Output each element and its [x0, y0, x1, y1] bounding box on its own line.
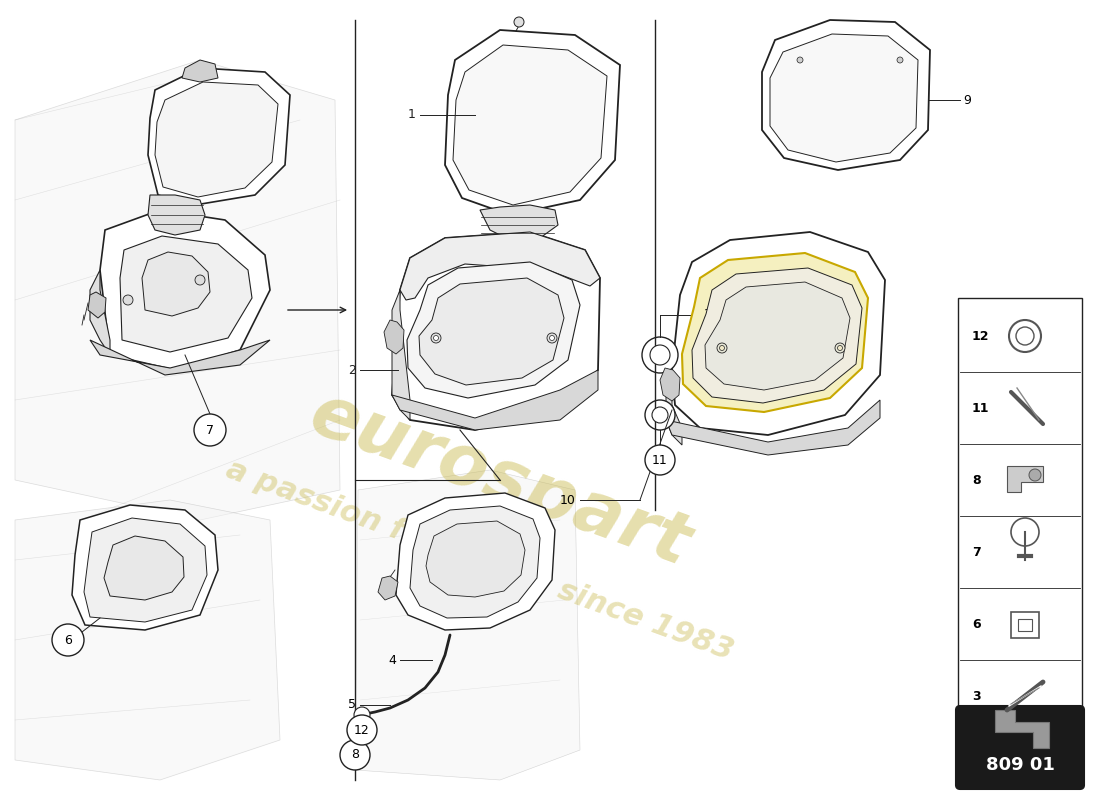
Polygon shape [15, 60, 340, 520]
Polygon shape [355, 470, 580, 780]
Text: 3: 3 [972, 690, 980, 702]
Circle shape [650, 345, 670, 365]
Polygon shape [90, 340, 270, 375]
Bar [1011, 612, 1040, 638]
Polygon shape [378, 576, 398, 600]
Polygon shape [446, 30, 620, 215]
Polygon shape [426, 521, 525, 597]
Polygon shape [480, 205, 558, 240]
Polygon shape [392, 370, 598, 430]
Polygon shape [392, 232, 600, 430]
Text: 3: 3 [703, 309, 711, 322]
Circle shape [652, 407, 668, 423]
Text: 8: 8 [972, 474, 980, 486]
Polygon shape [410, 506, 540, 618]
Polygon shape [453, 45, 607, 205]
Polygon shape [392, 290, 410, 420]
Text: 10: 10 [560, 494, 576, 506]
Circle shape [717, 343, 727, 353]
Circle shape [645, 445, 675, 475]
Text: 8: 8 [351, 749, 359, 762]
Polygon shape [407, 262, 580, 398]
Circle shape [547, 333, 557, 343]
Bar [1018, 619, 1032, 631]
Circle shape [645, 400, 675, 430]
Polygon shape [666, 400, 880, 455]
Circle shape [719, 346, 725, 350]
Text: 2: 2 [348, 363, 356, 377]
Polygon shape [666, 370, 682, 445]
Circle shape [194, 414, 226, 446]
Circle shape [433, 335, 439, 341]
Circle shape [896, 57, 903, 63]
Polygon shape [400, 232, 600, 300]
Polygon shape [90, 270, 110, 355]
Circle shape [835, 343, 845, 353]
Polygon shape [682, 253, 868, 412]
Polygon shape [672, 232, 886, 435]
Polygon shape [770, 34, 918, 162]
Polygon shape [100, 210, 270, 370]
Circle shape [52, 624, 84, 656]
Circle shape [642, 337, 678, 373]
Text: 12: 12 [972, 330, 990, 342]
Text: 6: 6 [64, 634, 72, 646]
Text: 809 01: 809 01 [986, 756, 1055, 774]
Polygon shape [396, 493, 556, 630]
Text: 11: 11 [652, 454, 668, 466]
Polygon shape [120, 236, 252, 352]
Text: 7: 7 [206, 423, 214, 437]
Circle shape [431, 333, 441, 343]
Text: 1: 1 [408, 109, 416, 122]
FancyBboxPatch shape [956, 706, 1084, 789]
Bar [958, 298, 1082, 734]
Circle shape [340, 740, 370, 770]
Polygon shape [762, 20, 930, 170]
Circle shape [354, 707, 370, 723]
Polygon shape [72, 505, 218, 630]
Polygon shape [384, 320, 404, 354]
Polygon shape [419, 278, 564, 385]
Polygon shape [148, 68, 290, 205]
Circle shape [346, 715, 377, 745]
Text: 12: 12 [354, 723, 370, 737]
Circle shape [837, 346, 843, 350]
Text: 6: 6 [972, 618, 980, 630]
Text: 4: 4 [388, 654, 396, 666]
Circle shape [798, 57, 803, 63]
Circle shape [514, 17, 524, 27]
Polygon shape [705, 282, 850, 390]
Polygon shape [104, 536, 184, 600]
Text: 5: 5 [348, 698, 356, 711]
Polygon shape [155, 82, 278, 197]
Polygon shape [88, 292, 106, 318]
Polygon shape [996, 710, 1049, 748]
Polygon shape [148, 195, 205, 235]
Polygon shape [660, 368, 680, 401]
Text: 11: 11 [972, 402, 990, 414]
Polygon shape [15, 500, 280, 780]
Circle shape [1028, 469, 1041, 481]
Polygon shape [692, 268, 862, 403]
Text: 7: 7 [972, 546, 981, 558]
Polygon shape [1006, 466, 1043, 492]
Polygon shape [182, 60, 218, 82]
Circle shape [123, 295, 133, 305]
Text: a passion for sports since 1983: a passion for sports since 1983 [222, 454, 738, 666]
Circle shape [195, 275, 205, 285]
Circle shape [1016, 327, 1034, 345]
Text: eurospart: eurospart [300, 379, 700, 581]
Polygon shape [142, 252, 210, 316]
Polygon shape [84, 518, 207, 622]
Circle shape [550, 335, 554, 341]
Text: 9: 9 [962, 94, 971, 106]
